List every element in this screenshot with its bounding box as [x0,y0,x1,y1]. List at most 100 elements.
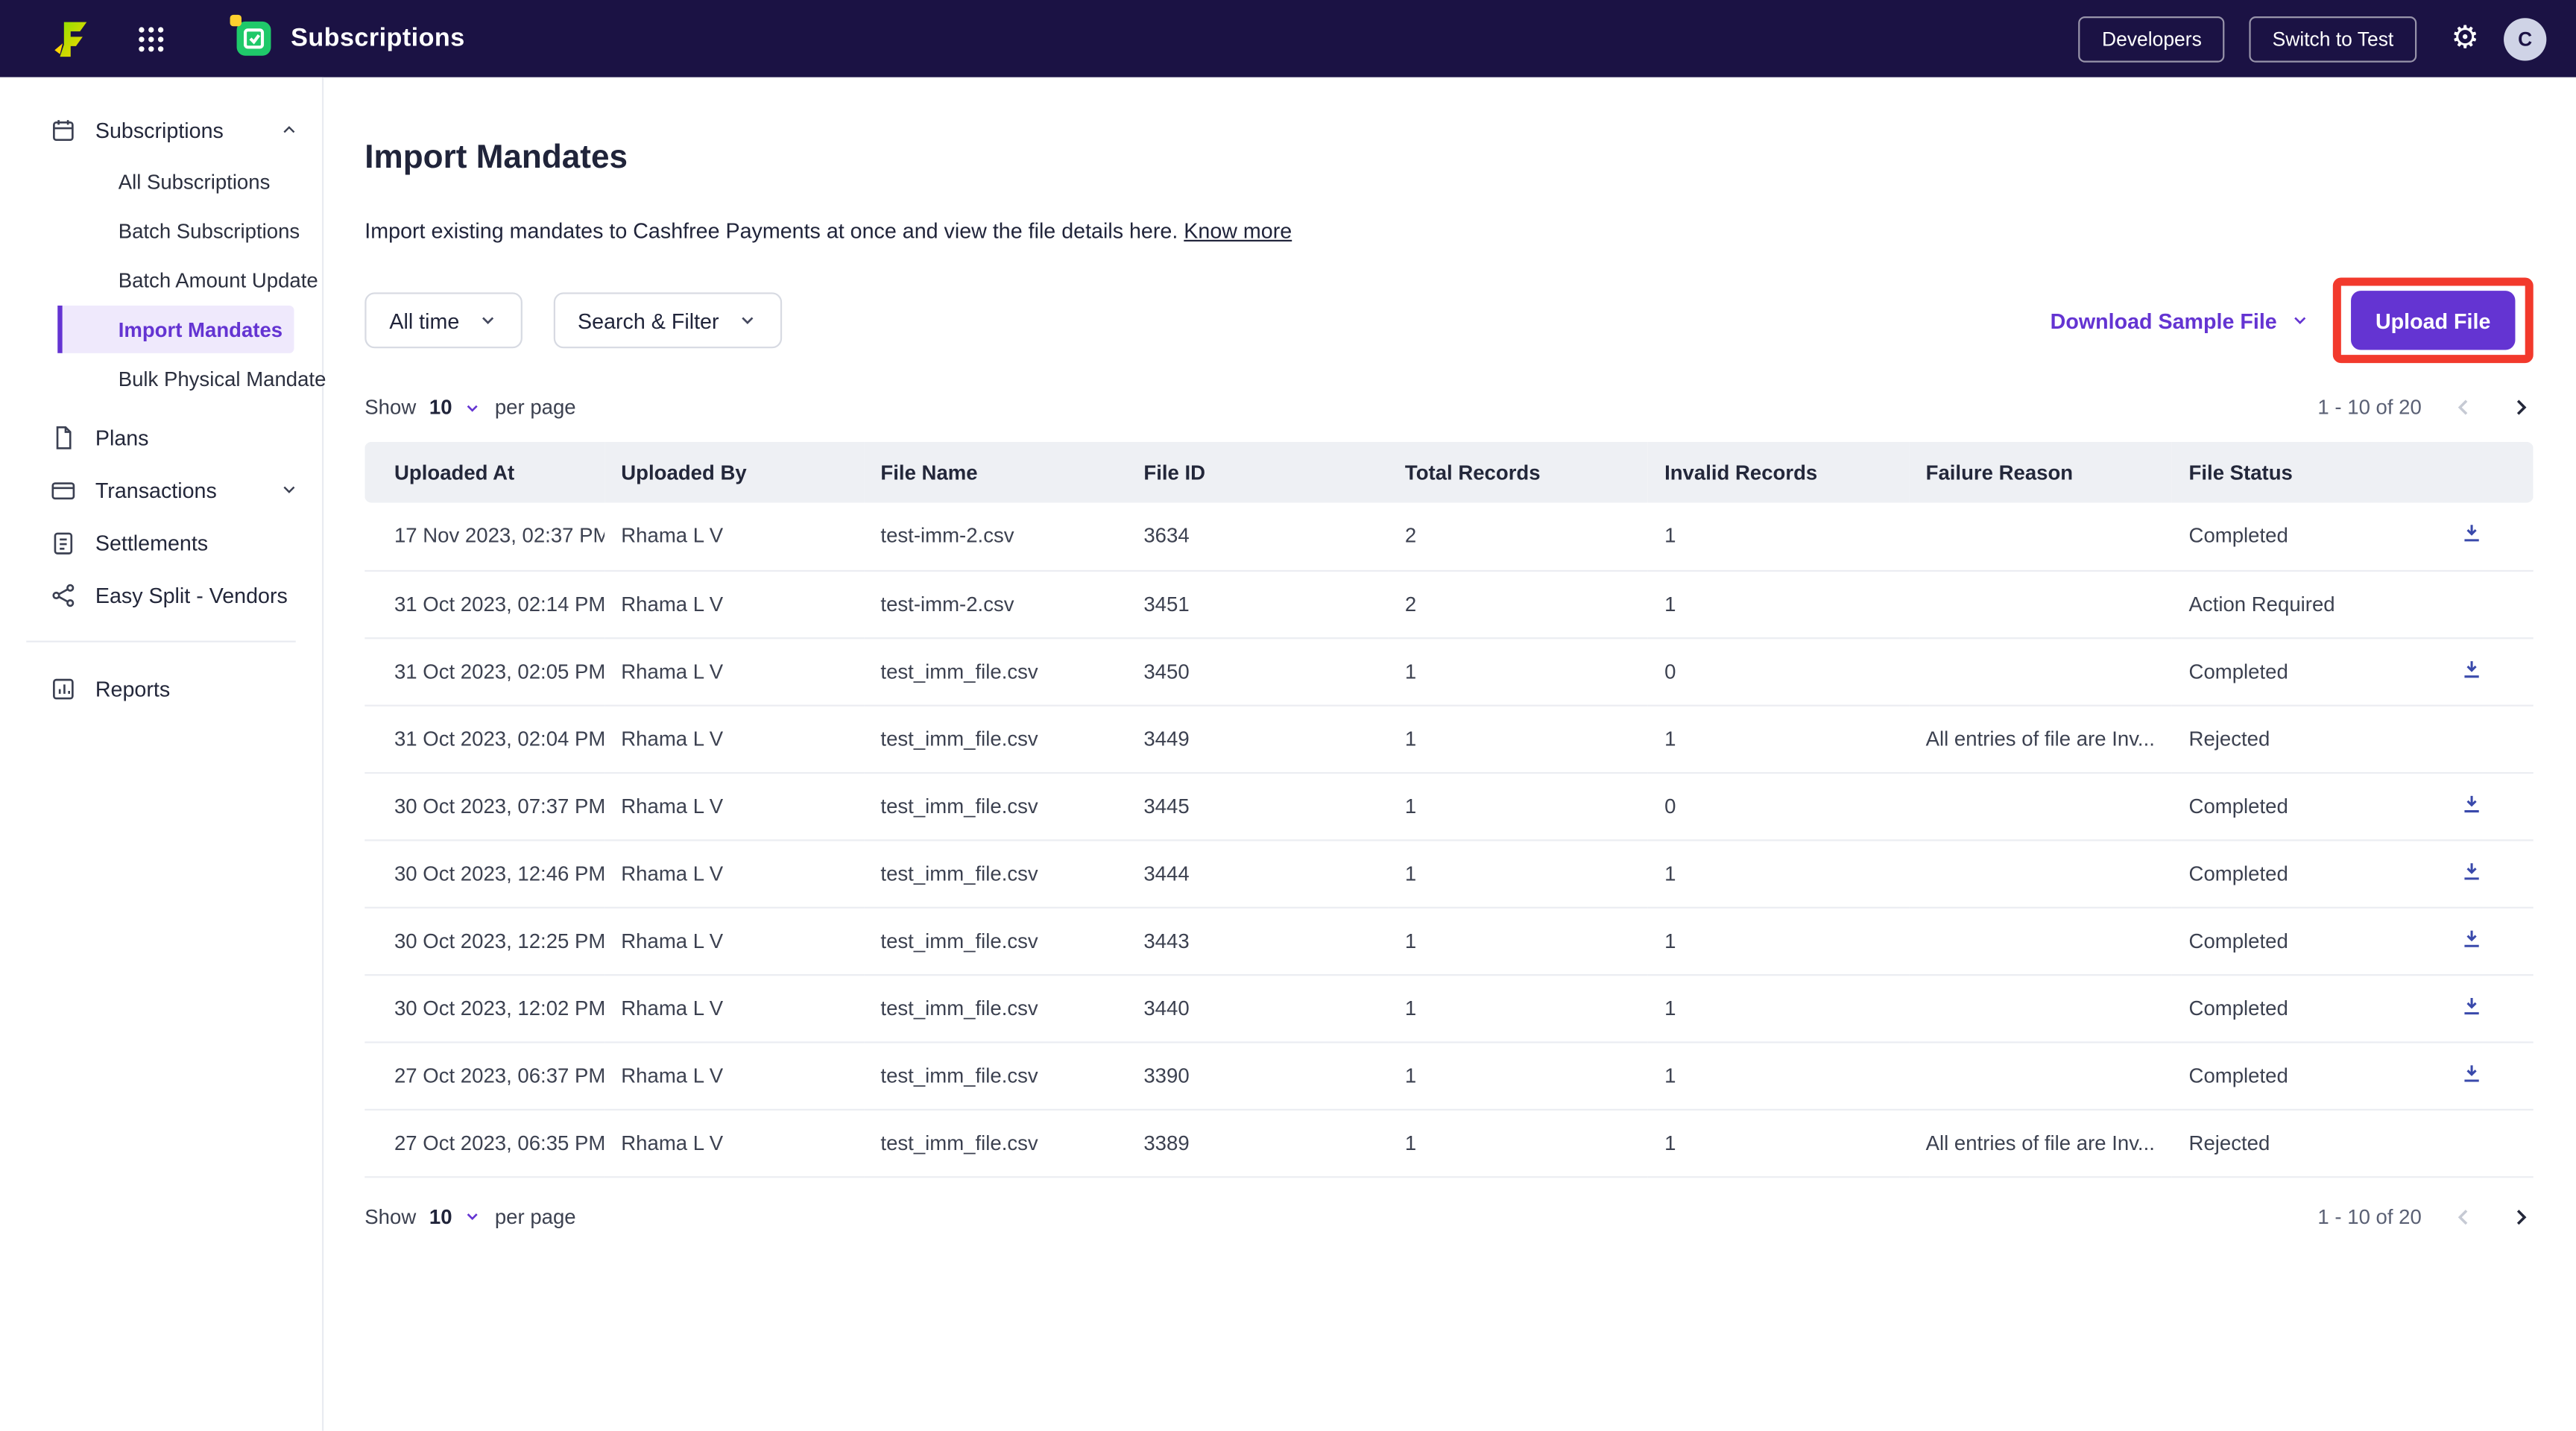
gear-icon[interactable]: ⚙ [2451,21,2479,56]
cell-file-id: 3444 [1127,839,1389,908]
pagination-bottom: Show 10 per page 1 - 10 of 20 [364,1204,2533,1230]
chevron-down-icon [464,398,482,416]
status-badge: Rejected [2172,704,2443,774]
cell-total-records: 1 [1388,1041,1649,1110]
download-sample-file-link[interactable]: Download Sample File [2051,308,2310,332]
sidebar-item-import-mandates[interactable]: Import Mandates [57,305,294,353]
col-actions [2442,441,2534,503]
cashfree-logo[interactable] [49,17,92,60]
developers-button[interactable]: Developers [2079,15,2225,62]
status-badge: Action Required [2172,569,2443,639]
cell-invalid-records: 1 [1648,704,1910,774]
cell-file-name: test-imm-2.csv [864,569,1128,639]
sidebar-item-batch-subscriptions[interactable]: Batch Subscriptions [118,219,300,243]
cell-invalid-records: 1 [1648,974,1910,1043]
cell-file-id: 3445 [1127,771,1389,841]
cell-total-records: 1 [1388,839,1649,908]
download-icon[interactable] [2459,1061,2484,1085]
cell-invalid-records: 0 [1648,771,1910,841]
cell-uploaded-at: 30 Oct 2023, 12:46 PM [364,839,605,908]
sidebar-item-subscriptions[interactable]: Subscriptions [0,104,322,157]
avatar[interactable]: C [2504,17,2547,60]
sidebar-item-label: Plans [95,424,149,449]
switch-to-test-button[interactable]: Switch to Test [2249,15,2417,62]
sidebar-item-label: Easy Split - Vendors [95,582,288,607]
cell-failure-reason [1909,569,2173,639]
mandates-table: Uploaded At Uploaded By File Name File I… [364,441,2534,1178]
cell-uploaded-by: Rhama L V [604,704,865,774]
prev-page-icon[interactable] [2452,1204,2478,1230]
table-row: 17 Nov 2023, 02:37 PM Rhama L V test-imm… [364,502,2534,571]
upload-file-button[interactable]: Upload File [2350,291,2516,350]
sidebar-item-settlements[interactable]: Settlements [0,516,322,569]
download-icon[interactable] [2459,791,2484,815]
download-icon[interactable] [2459,859,2484,883]
cell-file-name: test_imm_file.csv [864,704,1128,774]
next-page-icon[interactable] [2507,394,2533,420]
table-header-row: Uploaded At Uploaded By File Name File I… [364,441,2534,503]
download-icon[interactable] [2459,993,2484,1017]
cell-failure-reason: All entries of file are Inv... [1909,704,2173,774]
subscriptions-app-icon [230,14,274,59]
download-icon[interactable] [2459,926,2484,950]
cell-total-records: 1 [1388,704,1649,774]
app-title: Subscriptions [291,23,465,52]
download-icon[interactable] [2459,657,2484,681]
download-icon[interactable] [2459,521,2484,546]
table-row: 27 Oct 2023, 06:37 PM Rhama L V test_imm… [364,1041,2534,1110]
table-row: 31 Oct 2023, 02:04 PM Rhama L V test_imm… [364,704,2534,774]
status-badge: Completed [2172,771,2443,841]
status-badge: Completed [2172,974,2443,1043]
know-more-link[interactable]: Know more [1184,218,1292,244]
sidebar-item-transactions[interactable]: Transactions [0,464,322,517]
cell-total-records: 1 [1388,771,1649,841]
cell-uploaded-by: Rhama L V [604,1108,865,1178]
table-row: 31 Oct 2023, 02:05 PM Rhama L V test_imm… [364,637,2534,706]
search-filter-dropdown[interactable]: Search & Filter [552,292,782,349]
cell-uploaded-by: Rhama L V [604,1041,865,1110]
table-row: 30 Oct 2023, 12:46 PM Rhama L V test_imm… [364,839,2534,908]
prev-page-icon[interactable] [2452,394,2478,420]
sidebar-item-easy-split-vendors[interactable]: Easy Split - Vendors [0,569,322,622]
cell-total-records: 2 [1388,502,1649,571]
topbar: Subscriptions Developers Switch to Test … [0,0,2576,78]
cell-file-id: 3451 [1127,569,1389,639]
page-size-dropdown[interactable]: 10 [429,1205,482,1228]
sidebar-item-plans[interactable]: Plans [0,411,322,464]
cell-failure-reason [1909,771,2173,841]
cell-file-id: 3389 [1127,1108,1389,1178]
next-page-icon[interactable] [2507,1204,2533,1230]
cell-uploaded-by: Rhama L V [604,569,865,639]
sidebar-item-label: Subscriptions [95,117,224,142]
cell-uploaded-at: 31 Oct 2023, 02:04 PM [364,704,605,774]
sidebar-item-label: Reports [95,675,171,701]
cell-failure-reason [1909,906,2173,976]
status-badge: Completed [2172,906,2443,976]
cell-invalid-records: 0 [1648,637,1910,706]
card-icon [49,476,77,503]
col-file-name: File Name [864,441,1128,503]
cell-invalid-records: 1 [1648,906,1910,976]
cell-invalid-records: 1 [1648,569,1910,639]
cell-invalid-records: 1 [1648,839,1910,908]
reports-chart-icon [49,675,77,702]
sidebar-item-all-subscriptions[interactable]: All Subscriptions [118,170,271,193]
document-icon [49,423,77,451]
cell-total-records: 1 [1388,637,1649,706]
status-badge: Completed [2172,502,2443,571]
page-size-dropdown[interactable]: 10 [429,396,482,419]
sidebar-item-batch-amount-update[interactable]: Batch Amount Update [118,268,318,292]
cell-file-id: 3450 [1127,637,1389,706]
page-description: Import existing mandates to Cashfree Pay… [364,218,1292,244]
cell-file-name: test_imm_file.csv [864,839,1128,908]
time-range-dropdown[interactable]: All time [364,292,523,349]
cell-total-records: 1 [1388,1108,1649,1178]
sidebar-item-reports[interactable]: Reports [0,662,322,715]
cell-file-id: 3449 [1127,704,1389,774]
settlements-icon [49,528,77,556]
sidebar-item-bulk-physical-mandate[interactable]: Bulk Physical Mandate [118,367,326,391]
cell-uploaded-by: Rhama L V [604,839,865,908]
apps-grid-icon[interactable] [135,22,168,55]
cell-uploaded-by: Rhama L V [604,502,865,571]
status-badge: Completed [2172,1041,2443,1110]
